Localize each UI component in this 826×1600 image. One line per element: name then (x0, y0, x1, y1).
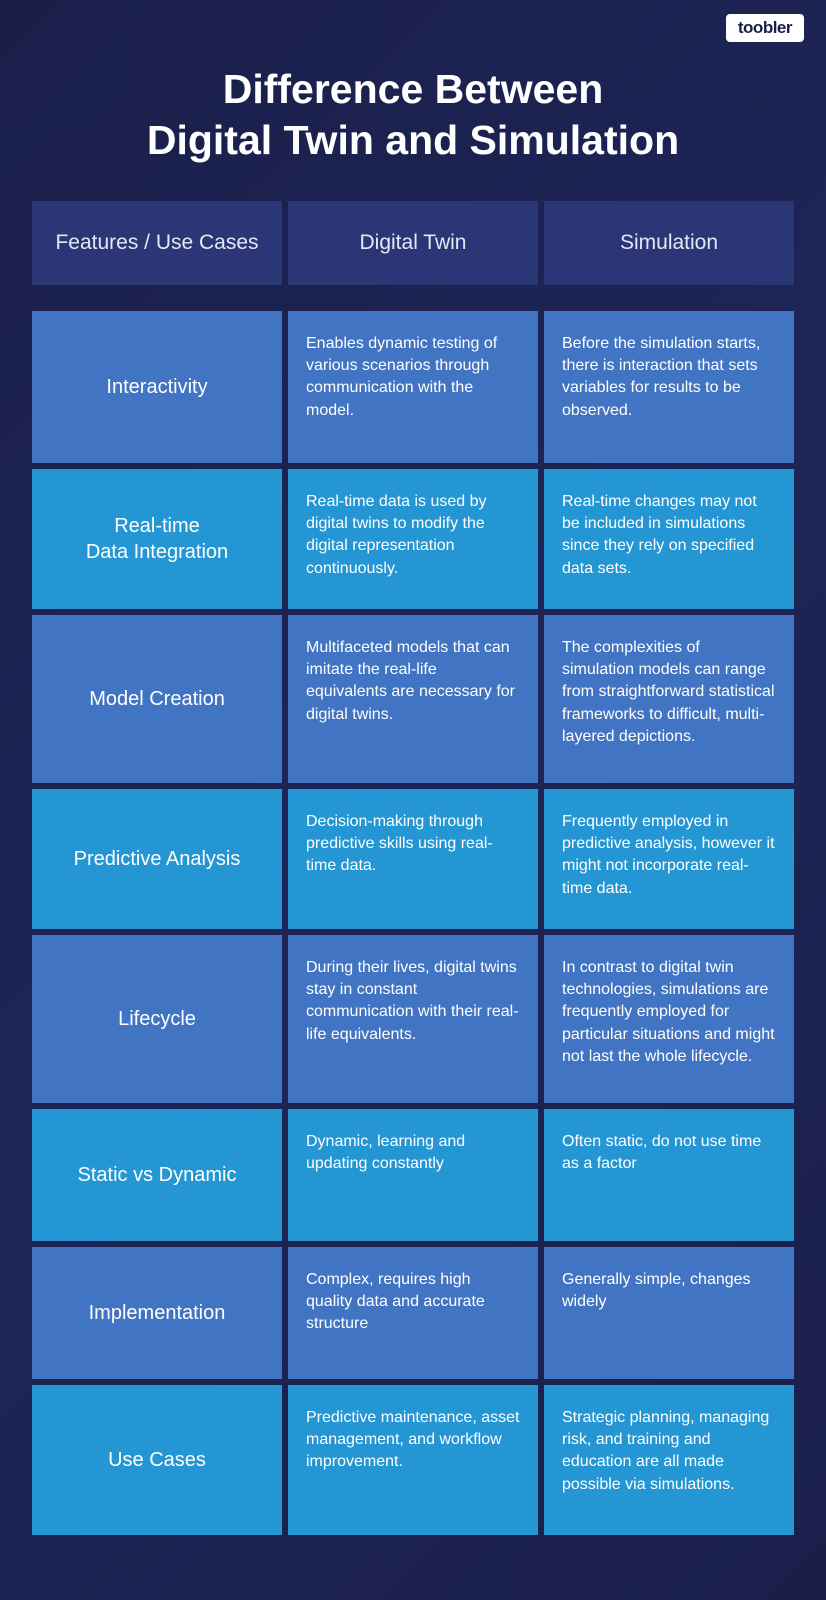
digital-twin-value: Enables dynamic testing of various scena… (288, 311, 538, 463)
digital-twin-value: Complex, requires high quality data and … (288, 1247, 538, 1379)
simulation-value: Before the simulation starts, there is i… (544, 311, 794, 463)
digital-twin-value: Multifaceted models that can imitate the… (288, 615, 538, 783)
feature-label: Lifecycle (32, 935, 282, 1103)
feature-label: Predictive Analysis (32, 789, 282, 929)
digital-twin-value: Decision-making through predictive skill… (288, 789, 538, 929)
simulation-value: Frequently employed in predictive analys… (544, 789, 794, 929)
comparison-table-wrap: Features / Use Cases Digital Twin Simula… (0, 201, 826, 1575)
title-line-1: Difference Between (223, 66, 604, 112)
comparison-table: Features / Use Cases Digital Twin Simula… (32, 201, 794, 1535)
simulation-value: Generally simple, changes widely (544, 1247, 794, 1379)
header-body-spacer (32, 291, 794, 305)
digital-twin-value: Real-time data is used by digital twins … (288, 469, 538, 609)
simulation-value: The complexities of simulation models ca… (544, 615, 794, 783)
digital-twin-value: During their lives, digital twins stay i… (288, 935, 538, 1103)
feature-label: Static vs Dynamic (32, 1109, 282, 1241)
header-simulation: Simulation (544, 201, 794, 285)
feature-label: Use Cases (32, 1385, 282, 1535)
simulation-value: In contrast to digital twin technologies… (544, 935, 794, 1103)
header-features: Features / Use Cases (32, 201, 282, 285)
brand-logo: toobler (726, 14, 804, 42)
simulation-value: Real-time changes may not be included in… (544, 469, 794, 609)
simulation-value: Often static, do not use time as a facto… (544, 1109, 794, 1241)
simulation-value: Strategic planning, managing risk, and t… (544, 1385, 794, 1535)
feature-label: Model Creation (32, 615, 282, 783)
feature-label: Real-time Data Integration (32, 469, 282, 609)
page-title: Difference Between Digital Twin and Simu… (0, 0, 826, 201)
feature-label: Interactivity (32, 311, 282, 463)
title-line-2: Digital Twin and Simulation (147, 117, 679, 163)
digital-twin-value: Predictive maintenance, asset management… (288, 1385, 538, 1535)
feature-label: Implementation (32, 1247, 282, 1379)
digital-twin-value: Dynamic, learning and updating constantl… (288, 1109, 538, 1241)
header-digital-twin: Digital Twin (288, 201, 538, 285)
